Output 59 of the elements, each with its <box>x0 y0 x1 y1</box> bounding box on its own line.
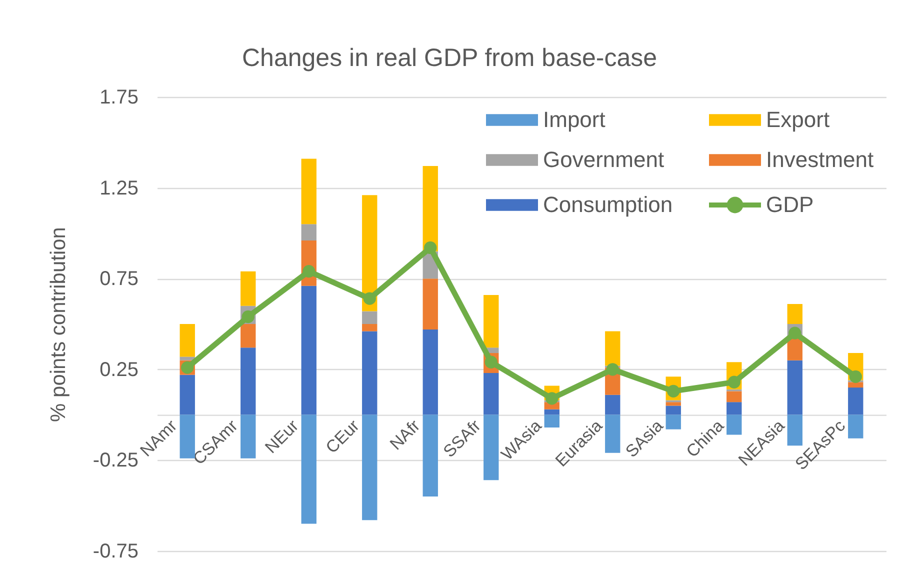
bar <box>666 406 681 415</box>
bar <box>848 414 864 438</box>
bar <box>605 331 620 366</box>
bar <box>301 224 316 240</box>
bar <box>726 402 742 415</box>
bar <box>422 329 438 415</box>
bar <box>422 166 438 252</box>
bar <box>422 278 438 330</box>
bar <box>484 373 499 415</box>
y-tick-label: -0.25 <box>92 450 138 472</box>
bar <box>180 324 195 357</box>
bar <box>362 195 378 312</box>
bar <box>362 311 378 324</box>
bar <box>726 391 742 402</box>
point <box>788 326 802 340</box>
bar <box>605 414 620 453</box>
point <box>302 265 316 278</box>
bar <box>240 414 256 458</box>
bar <box>666 414 681 430</box>
legend-label: GDP <box>766 192 814 217</box>
bar <box>240 348 256 415</box>
bar <box>484 414 499 480</box>
legend-label: Export <box>766 107 830 132</box>
bar <box>848 388 864 415</box>
point <box>424 241 437 254</box>
legend-label: Investment <box>766 147 874 172</box>
bar <box>240 271 256 306</box>
bar <box>362 414 378 520</box>
bar <box>422 414 438 497</box>
bar <box>605 394 620 415</box>
bar <box>666 402 681 406</box>
point <box>606 363 619 376</box>
bar <box>484 294 499 348</box>
bar <box>544 409 560 415</box>
bar <box>180 374 195 415</box>
y-tick-label: -0.75 <box>92 540 138 562</box>
point <box>546 392 558 405</box>
legend-label: Consumption <box>543 192 673 217</box>
bar <box>301 414 316 524</box>
bar <box>240 324 256 348</box>
y-tick-label: 1.75 <box>100 86 138 108</box>
point <box>849 370 862 383</box>
bar <box>301 286 316 415</box>
bar <box>787 304 802 324</box>
legend-label: Government <box>543 147 664 172</box>
bar <box>180 414 195 458</box>
point <box>363 292 376 305</box>
y-tick-label: 0.75 <box>100 268 138 290</box>
bar <box>787 360 802 415</box>
bar <box>362 324 378 332</box>
bar <box>180 356 195 360</box>
y-axis-title: % points contribution <box>46 227 70 422</box>
bar <box>301 158 316 224</box>
bar <box>362 331 378 415</box>
chart-title: Changes in real GDP from base-case <box>242 44 658 72</box>
y-tick-label: 1.25 <box>100 177 138 200</box>
legend-label: Import <box>543 107 606 132</box>
y-tick-label: 0.25 <box>100 358 138 381</box>
bar <box>848 382 864 388</box>
